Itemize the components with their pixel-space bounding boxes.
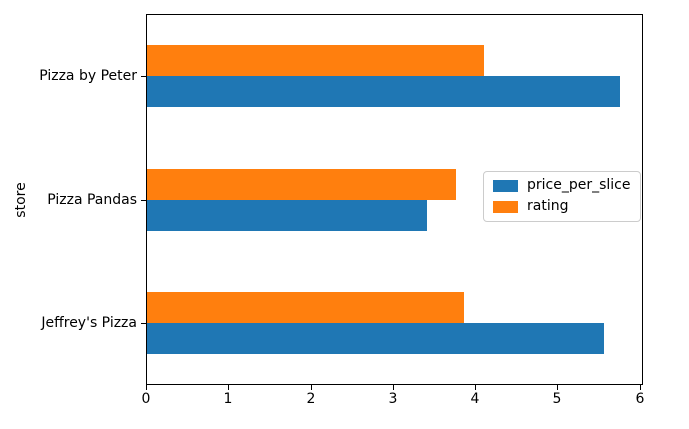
category-label-jeffrey-s-pizza: Jeffrey's Pizza (41, 315, 137, 331)
ytick-mark-pizza-pandas (141, 200, 146, 201)
bar-price-per-slice-pizza-pandas (147, 200, 427, 231)
bar-price-per-slice-jeffrey-s-pizza (147, 323, 604, 354)
legend-entry-price-per-slice: price_per_slice (493, 177, 631, 193)
xtick-label-0: 0 (141, 391, 151, 407)
legend-entry-rating: rating (493, 198, 630, 215)
legend: price_per_slice rating (483, 171, 642, 222)
category-label-pizza-by-peter: Pizza by Peter (39, 68, 137, 84)
legend-swatch-price-per-slice (493, 179, 518, 192)
xtick-mark-4 (475, 385, 476, 390)
ytick-mark-pizza-by-peter (141, 76, 146, 77)
legend-label-rating: rating (527, 198, 569, 215)
ytick-mark-jeffrey-s-pizza (141, 323, 146, 324)
xtick-mark-1 (228, 385, 229, 390)
xtick-label-5: 5 (552, 391, 562, 407)
xtick-mark-2 (311, 385, 312, 390)
category-label-pizza-pandas: Pizza Pandas (47, 192, 137, 208)
xtick-mark-3 (393, 385, 394, 390)
bar-rating-pizza-pandas (147, 169, 456, 200)
xtick-label-2: 2 (306, 391, 316, 407)
bar-rating-jeffrey-s-pizza (147, 292, 464, 323)
xtick-label-1: 1 (223, 391, 233, 407)
xtick-label-3: 3 (388, 391, 398, 407)
legend-swatch-rating (493, 201, 518, 214)
xtick-mark-0 (146, 385, 147, 390)
xtick-label-4: 4 (470, 391, 480, 407)
legend-label-price-per-slice: price_per_slice (527, 177, 631, 193)
xtick-mark-5 (557, 385, 558, 390)
bar-price-per-slice-pizza-by-peter (147, 76, 620, 107)
xtick-label-6: 6 (635, 391, 645, 407)
bar-rating-pizza-by-peter (147, 45, 484, 76)
xtick-mark-6 (640, 385, 641, 390)
